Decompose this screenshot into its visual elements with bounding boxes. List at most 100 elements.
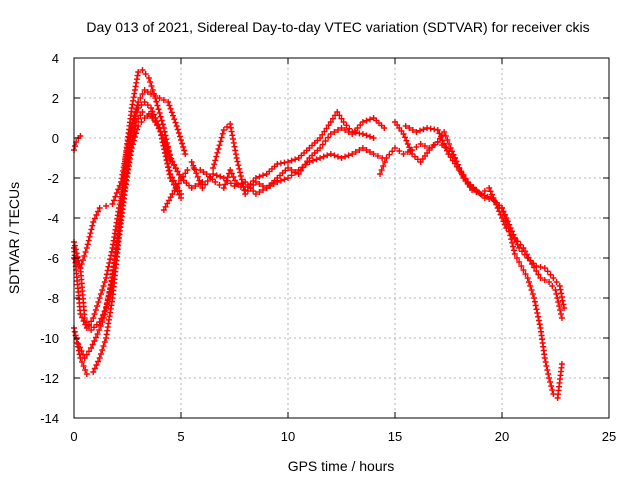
data-point <box>359 119 366 125</box>
data-point <box>103 275 110 281</box>
data-point <box>462 176 469 183</box>
data-point <box>559 297 566 304</box>
data-point <box>228 170 235 177</box>
data-point <box>234 158 241 165</box>
data-point <box>102 307 109 314</box>
data-point <box>192 183 199 189</box>
data-point <box>477 191 484 197</box>
data-point <box>148 83 155 89</box>
data-point <box>504 221 511 227</box>
data-point <box>292 156 299 163</box>
data-point <box>510 243 517 250</box>
data-point <box>525 279 532 285</box>
data-point <box>404 141 411 147</box>
data-point <box>345 129 352 135</box>
data-point <box>319 131 326 138</box>
data-point <box>230 139 237 146</box>
data-point <box>363 132 370 139</box>
data-point <box>212 179 219 185</box>
data-point <box>180 144 187 150</box>
x-tick-label: 15 <box>388 429 402 444</box>
data-point <box>338 125 345 131</box>
data-point <box>546 375 553 381</box>
data-point <box>131 113 138 120</box>
data-point <box>71 328 78 335</box>
data-point <box>237 173 244 179</box>
data-point <box>193 170 200 177</box>
data-point <box>378 167 385 173</box>
data-point <box>260 187 267 193</box>
data-point <box>78 348 85 354</box>
data-point <box>240 183 247 190</box>
data-point <box>374 153 381 159</box>
data-point <box>532 302 539 309</box>
data-point <box>327 119 334 125</box>
data-point <box>544 367 551 373</box>
data-point <box>82 367 89 373</box>
data-point <box>442 133 449 139</box>
data-point <box>93 212 100 218</box>
data-point <box>168 109 175 116</box>
data-point <box>170 112 177 119</box>
data-point <box>213 172 220 179</box>
data-point <box>173 123 180 129</box>
data-point <box>215 146 222 152</box>
data-point <box>545 371 552 377</box>
data-point <box>153 98 160 105</box>
data-point <box>231 183 238 189</box>
data-point <box>285 175 291 181</box>
data-point <box>167 105 174 112</box>
data-point <box>306 159 313 165</box>
y-axis-label: SDTVAR / TECUs <box>6 182 22 294</box>
data-point <box>511 251 518 257</box>
axis-ticks: 0 5 10 15 20 25 -14 -12 -10 -8 -6 -4 -2 0 2 4 <box>40 51 616 444</box>
data-point <box>514 238 521 245</box>
data-point <box>130 129 137 136</box>
data-point <box>319 141 326 148</box>
data-point <box>228 128 235 135</box>
data-point <box>531 298 538 305</box>
data-point <box>84 241 91 248</box>
data-point <box>72 143 79 149</box>
data-point <box>106 260 113 266</box>
series-track-5 <box>75 109 184 361</box>
data-point <box>541 355 548 361</box>
data-point <box>363 147 370 153</box>
data-point <box>555 299 562 305</box>
data-point <box>402 123 409 129</box>
data-point <box>409 127 416 133</box>
data-point <box>535 271 542 278</box>
data-point <box>440 140 447 147</box>
data-point <box>131 126 138 133</box>
data-point <box>508 236 515 243</box>
data-point <box>87 230 94 237</box>
data-point <box>436 130 443 137</box>
data-point <box>160 207 167 213</box>
data-point <box>100 343 107 349</box>
data-point <box>83 325 90 331</box>
data-point <box>147 79 154 85</box>
data-point <box>516 259 523 265</box>
data-point <box>224 177 231 184</box>
data-point <box>80 318 87 324</box>
data-point <box>227 121 234 127</box>
data-point <box>327 151 334 157</box>
data-point <box>502 217 509 223</box>
data-point <box>443 147 450 154</box>
data-point <box>267 183 274 189</box>
data-point <box>95 208 102 215</box>
data-point <box>197 167 204 173</box>
data-point <box>474 188 481 195</box>
data-point <box>199 185 206 191</box>
data-point <box>470 185 477 192</box>
data-point <box>560 301 567 308</box>
data-point <box>377 171 384 177</box>
data-point <box>281 176 288 183</box>
data-point <box>141 99 148 105</box>
data-point <box>178 177 184 183</box>
data-point <box>149 115 156 121</box>
data-point <box>101 279 108 285</box>
data-point <box>83 245 90 251</box>
data-point <box>352 149 359 155</box>
data-point <box>220 175 227 181</box>
